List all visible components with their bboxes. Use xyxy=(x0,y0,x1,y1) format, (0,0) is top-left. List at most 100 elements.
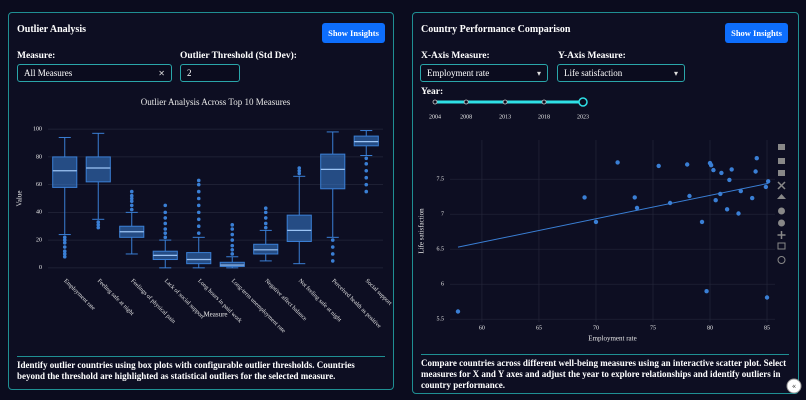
outlier xyxy=(196,224,201,229)
outlier xyxy=(62,241,67,245)
insights-button[interactable]: Show Insights xyxy=(322,23,385,43)
y-measure-label: Y-Axis Measure: xyxy=(558,51,626,61)
outlier xyxy=(364,189,369,194)
slider-dot xyxy=(432,99,438,105)
point xyxy=(667,200,673,206)
modebar-icons xyxy=(777,144,786,264)
outlier xyxy=(297,171,302,176)
outlier xyxy=(62,238,67,242)
measure-dropdown[interactable]: All Measures ✕ xyxy=(17,64,172,82)
outlier xyxy=(230,252,235,256)
threshold-input[interactable]: 2 xyxy=(180,64,240,82)
outlier xyxy=(364,168,369,173)
point xyxy=(749,195,755,201)
outlier xyxy=(263,216,268,220)
point xyxy=(718,191,723,197)
outlier xyxy=(196,178,201,183)
x-axis-label: Employment rate xyxy=(588,335,636,343)
dropdown-value: Life satisfaction xyxy=(564,68,623,78)
dropdown-value: All Measures xyxy=(24,68,73,78)
slider-label: 2023 xyxy=(577,114,589,120)
point xyxy=(713,198,718,203)
outlier xyxy=(62,249,67,253)
dropdown-value: Employment rate xyxy=(427,68,490,78)
box xyxy=(52,156,78,188)
y-measure-dropdown[interactable]: Life satisfaction ▾ xyxy=(557,64,685,82)
outlier xyxy=(62,235,67,240)
outlier xyxy=(129,199,134,204)
modebar xyxy=(777,144,786,264)
outlier xyxy=(96,220,101,224)
point xyxy=(615,160,620,165)
outlier xyxy=(364,175,369,180)
outlier xyxy=(129,193,134,198)
point xyxy=(704,289,709,294)
outlier xyxy=(196,203,201,208)
y-tick-label: 6.5 xyxy=(437,247,445,253)
x-tick-label: 80 xyxy=(707,325,713,331)
point xyxy=(736,211,741,216)
outlier xyxy=(196,231,201,235)
x-axis-label: Measure xyxy=(203,311,227,319)
point xyxy=(738,188,743,194)
outlier xyxy=(230,227,235,231)
slider-handle xyxy=(578,97,588,107)
point xyxy=(684,162,690,167)
outlier xyxy=(129,196,134,201)
point xyxy=(724,207,730,212)
slider-dot xyxy=(541,99,547,105)
outlier xyxy=(263,225,268,230)
y-tick-label: 7 xyxy=(441,212,444,218)
outlier xyxy=(129,203,134,208)
point xyxy=(727,177,732,183)
x-tick-label: 75 xyxy=(650,325,656,331)
point xyxy=(593,219,599,225)
corner-button[interactable]: « xyxy=(786,378,802,394)
outlier xyxy=(230,223,235,227)
point xyxy=(634,205,640,211)
description: Identify outlier countries using box plo… xyxy=(17,356,385,382)
slider-dot xyxy=(502,99,508,105)
outlier xyxy=(330,238,335,242)
box xyxy=(286,214,312,242)
box xyxy=(253,243,279,255)
input-value: 2 xyxy=(187,68,192,78)
outlier xyxy=(62,245,67,249)
point xyxy=(656,163,661,169)
box xyxy=(320,153,346,190)
outlier xyxy=(129,189,134,194)
insights-button[interactable]: Show Insights xyxy=(725,23,788,43)
scatter-chart: 60 65 70 75 80 85 5.5 6 6.5 7 7.5 Employment rate Li… xyxy=(418,140,775,343)
outlier xyxy=(297,168,302,173)
svg-text:«: « xyxy=(792,381,796,390)
description: Compare countries across different well-… xyxy=(421,354,789,391)
point xyxy=(708,163,714,168)
outlier xyxy=(330,252,335,256)
outlier xyxy=(163,231,168,235)
y-tick-label: 0 xyxy=(39,265,42,271)
outlier xyxy=(263,206,268,211)
outlier xyxy=(163,203,168,208)
point xyxy=(753,169,758,174)
x-tick-label: Social support xyxy=(364,278,393,307)
point xyxy=(711,167,716,173)
panel-title: Country Performance Comparison xyxy=(421,24,571,35)
slider-label: 2004 xyxy=(429,114,441,120)
year-slider[interactable]: 2004 2008 2013 2018 2023 xyxy=(420,96,600,124)
outlier xyxy=(330,259,335,263)
x-tick-label: Employment rate xyxy=(62,278,96,312)
point xyxy=(632,195,637,200)
outlier xyxy=(96,225,101,230)
panel-title: Outlier Analysis xyxy=(17,24,86,35)
point xyxy=(719,170,724,176)
y-tick-label: 6 xyxy=(441,282,444,288)
slider-label: 2008 xyxy=(460,114,472,120)
outlier xyxy=(196,189,201,194)
outlier xyxy=(230,243,235,248)
point xyxy=(765,179,771,184)
y-tick-label: 100 xyxy=(33,127,42,133)
x-measure-dropdown[interactable]: Employment rate ▾ xyxy=(420,64,548,82)
outlier xyxy=(163,235,168,240)
box xyxy=(85,156,111,183)
x-tick-label: Long-term unemployment rate xyxy=(230,278,287,335)
